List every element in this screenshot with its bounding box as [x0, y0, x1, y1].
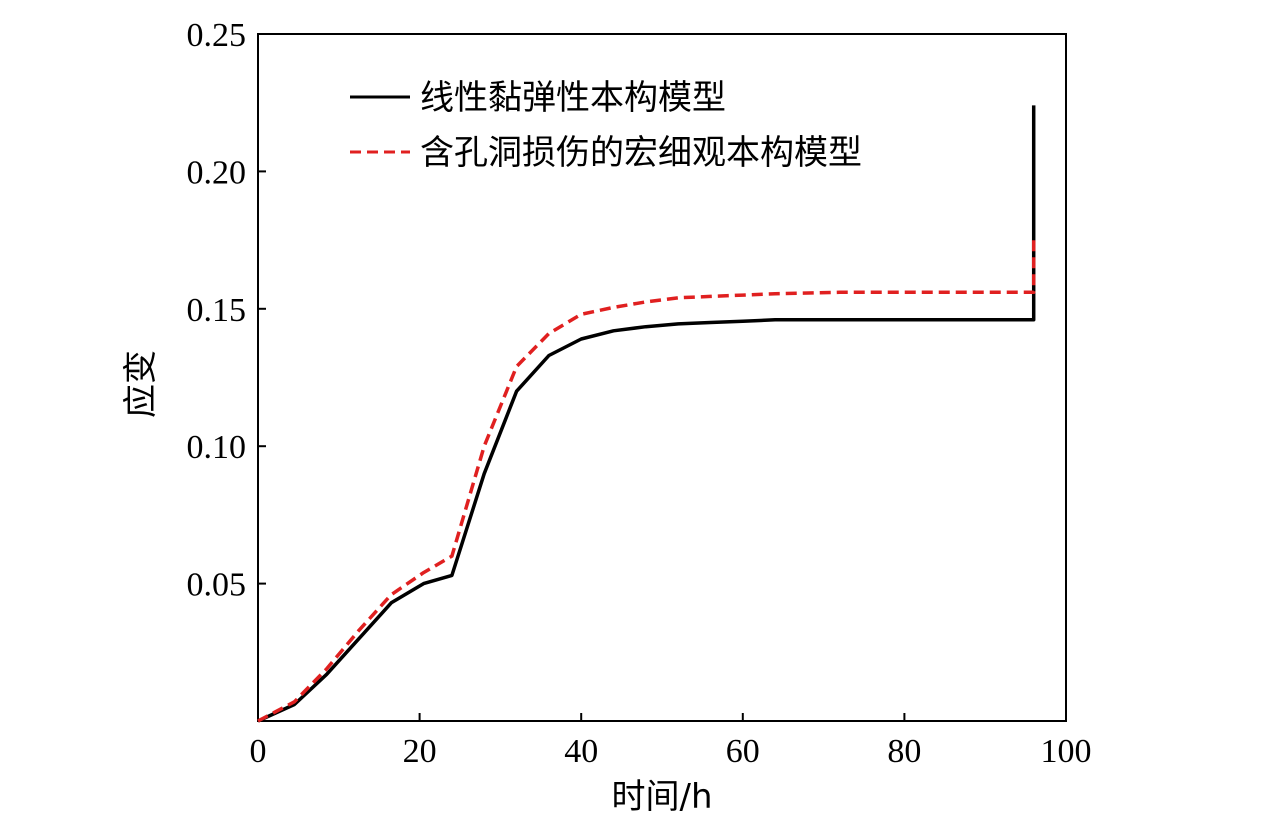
- y-tick-label-4: 0.25: [187, 17, 247, 54]
- axis-ticks: [257, 33, 1067, 721]
- legend: 线性黏弹性本构模型 含孔洞损伤的宏细观本构模型: [350, 78, 862, 173]
- legend-label-series-1: 线性黏弹性本构模型: [420, 78, 726, 118]
- x-tick-label-5: 100: [1041, 733, 1092, 770]
- series-line-2: [257, 240, 1036, 723]
- x-axis-label: 时间/h: [611, 777, 712, 817]
- x-tick-label-2: 40: [564, 733, 598, 770]
- series-line-1: [257, 105, 1036, 723]
- axis-tick-labels: 0 20 40 60 80 100 0.05 0.10 0.15 0.20 0.25: [187, 17, 1092, 770]
- legend-label-series-2: 含孔洞损伤的宏细观本构模型: [420, 133, 862, 173]
- x-tick-label-3: 60: [726, 733, 760, 770]
- y-tick-label-1: 0.10: [187, 429, 247, 466]
- plot-frame: [257, 33, 1067, 722]
- x-tick-label-4: 80: [887, 733, 921, 770]
- series-lines: [257, 105, 1036, 723]
- y-tick-label-0: 0.05: [187, 567, 247, 604]
- y-axis-label: 应变: [121, 350, 161, 418]
- x-tick-label-0: 0: [250, 733, 267, 770]
- y-tick-label-2: 0.15: [187, 292, 247, 329]
- y-tick-label-3: 0.20: [187, 154, 247, 191]
- x-tick-label-1: 20: [403, 733, 437, 770]
